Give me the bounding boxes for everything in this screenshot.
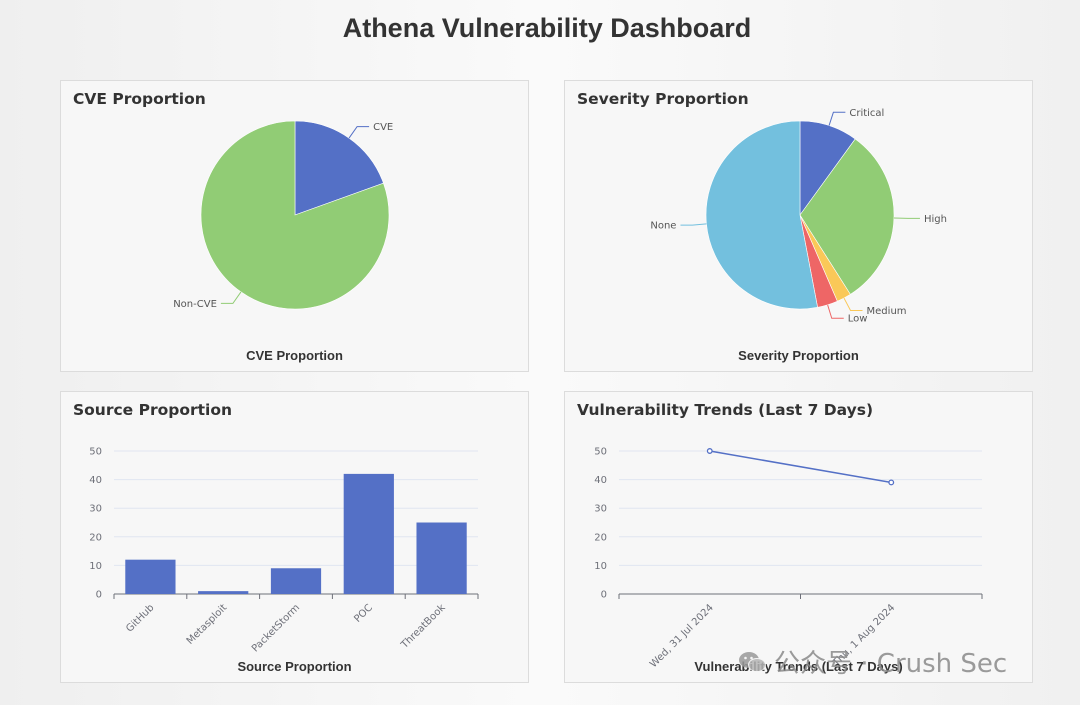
x-tick-label: PacketStorm xyxy=(250,602,302,654)
y-tick-label: 40 xyxy=(594,475,607,486)
y-tick-label: 0 xyxy=(96,590,102,601)
card-title: Source Proportion xyxy=(73,401,233,419)
pie-leader-line-non-cve xyxy=(220,291,242,304)
pie-leader-line-critical xyxy=(828,111,846,126)
y-tick-label: 40 xyxy=(89,475,102,486)
x-tick-label: ThreatBook xyxy=(399,602,448,651)
data-point xyxy=(888,479,895,486)
bar-threatbook xyxy=(416,522,467,594)
y-tick-label: 20 xyxy=(89,532,102,543)
pie-leader-line-low xyxy=(827,304,844,319)
y-tick-label: 50 xyxy=(89,447,102,458)
trends-card: Vulnerability Trends (Last 7 Days) 0 10 20… xyxy=(564,391,1033,683)
x-tick-label: GitHub xyxy=(124,602,156,634)
pie-label-cve: CVE xyxy=(373,122,393,133)
bar-packetstorm xyxy=(270,568,322,594)
pie-label-critical: Critical xyxy=(849,108,884,119)
card-caption: Severity Proportion xyxy=(738,348,859,363)
card-caption: CVE Proportion xyxy=(246,348,343,363)
page-title: Athena Vulnerability Dashboard xyxy=(342,13,752,43)
wechat-icon xyxy=(739,651,766,672)
y-tick-label: 10 xyxy=(89,561,102,572)
watermark: 公众号 · Crush Sec xyxy=(738,643,1007,680)
pie-leader-line-medium xyxy=(843,297,863,311)
source-proportion-card: Source Proportion 0 10 20 30 40 50 GitHub Metas… xyxy=(60,391,529,683)
pie-label-high: High xyxy=(924,214,947,225)
pie-slice-high xyxy=(799,138,895,295)
pie-label-low: Low xyxy=(848,314,868,325)
data-point xyxy=(706,448,713,454)
cve-proportion-card: CVE Proportion CVE Non-CVE CVE Proportion xyxy=(60,80,529,372)
y-tick-label: 30 xyxy=(89,504,102,515)
x-tick-label: POC xyxy=(352,602,375,625)
pie-leader-line-cve xyxy=(348,126,370,139)
pie-leader-line-none xyxy=(680,223,707,226)
trend-line xyxy=(709,450,892,484)
watermark-text: 公众号 · Crush Sec xyxy=(774,649,1008,679)
y-tick-label: 30 xyxy=(594,504,607,515)
card-title: CVE Proportion xyxy=(73,90,206,108)
pie-label-none: None xyxy=(650,221,676,232)
card-title: Vulnerability Trends (Last 7 Days) xyxy=(577,401,874,419)
severity-proportion-card: Severity Proportion Critical High Medium Lo… xyxy=(564,80,1033,372)
pie-label-non-cve: Non-CVE xyxy=(173,299,217,310)
y-tick-label: 20 xyxy=(594,532,607,543)
pie-slice-non-cve xyxy=(200,120,390,310)
pie-label-medium: Medium xyxy=(867,306,907,317)
card-caption: Source Proportion xyxy=(237,659,352,674)
y-tick-label: 50 xyxy=(594,447,607,458)
y-tick-label: 0 xyxy=(601,590,607,601)
pie-slice-cve xyxy=(294,120,384,216)
bar-poc xyxy=(343,473,394,594)
pie-slice-none xyxy=(705,120,818,310)
y-tick-label: 10 xyxy=(594,561,607,572)
x-tick-label: Metasploit xyxy=(185,602,230,647)
bar-metasploit xyxy=(198,591,249,594)
bar-github xyxy=(125,559,176,594)
cve-pie-chart: CVE Non-CVE xyxy=(173,120,393,310)
source-bar-chart: 0 10 20 30 40 50 GitHub Metasploit PacketStorm PO… xyxy=(89,447,479,655)
card-title: Severity Proportion xyxy=(577,90,749,108)
